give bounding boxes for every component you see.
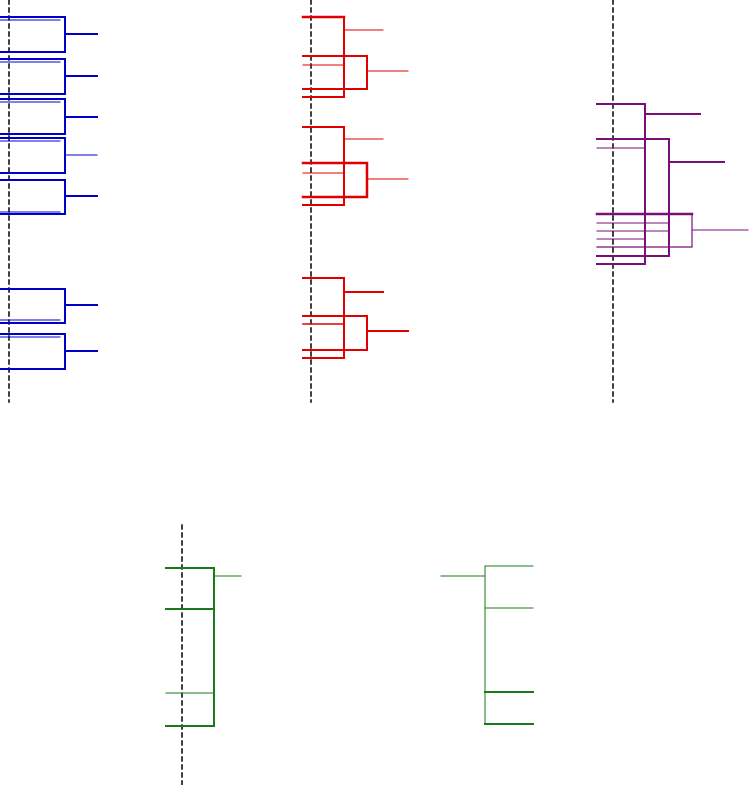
blue-bracket bbox=[0, 333, 98, 370]
green-left-bracket-panel bbox=[165, 524, 242, 785]
green-right-bracket-panel bbox=[440, 565, 534, 725]
red-bracket-group bbox=[301, 126, 409, 206]
blue-bracket bbox=[0, 288, 98, 324]
red-bracket-group bbox=[302, 277, 409, 359]
red-bracket-group bbox=[301, 15, 409, 98]
purple-bracket bbox=[596, 138, 670, 257]
blue-bracket bbox=[0, 16, 98, 53]
blue-bracket bbox=[0, 179, 98, 215]
green-bracket bbox=[165, 567, 215, 727]
red-bracket-panel bbox=[301, 0, 409, 403]
purple-bracket bbox=[596, 103, 646, 265]
blue-bracket-panel bbox=[0, 0, 98, 403]
blue-bracket bbox=[0, 137, 98, 174]
purple-bracket-panel bbox=[595, 0, 749, 403]
blue-bracket bbox=[0, 98, 98, 135]
blue-bracket bbox=[0, 58, 98, 95]
